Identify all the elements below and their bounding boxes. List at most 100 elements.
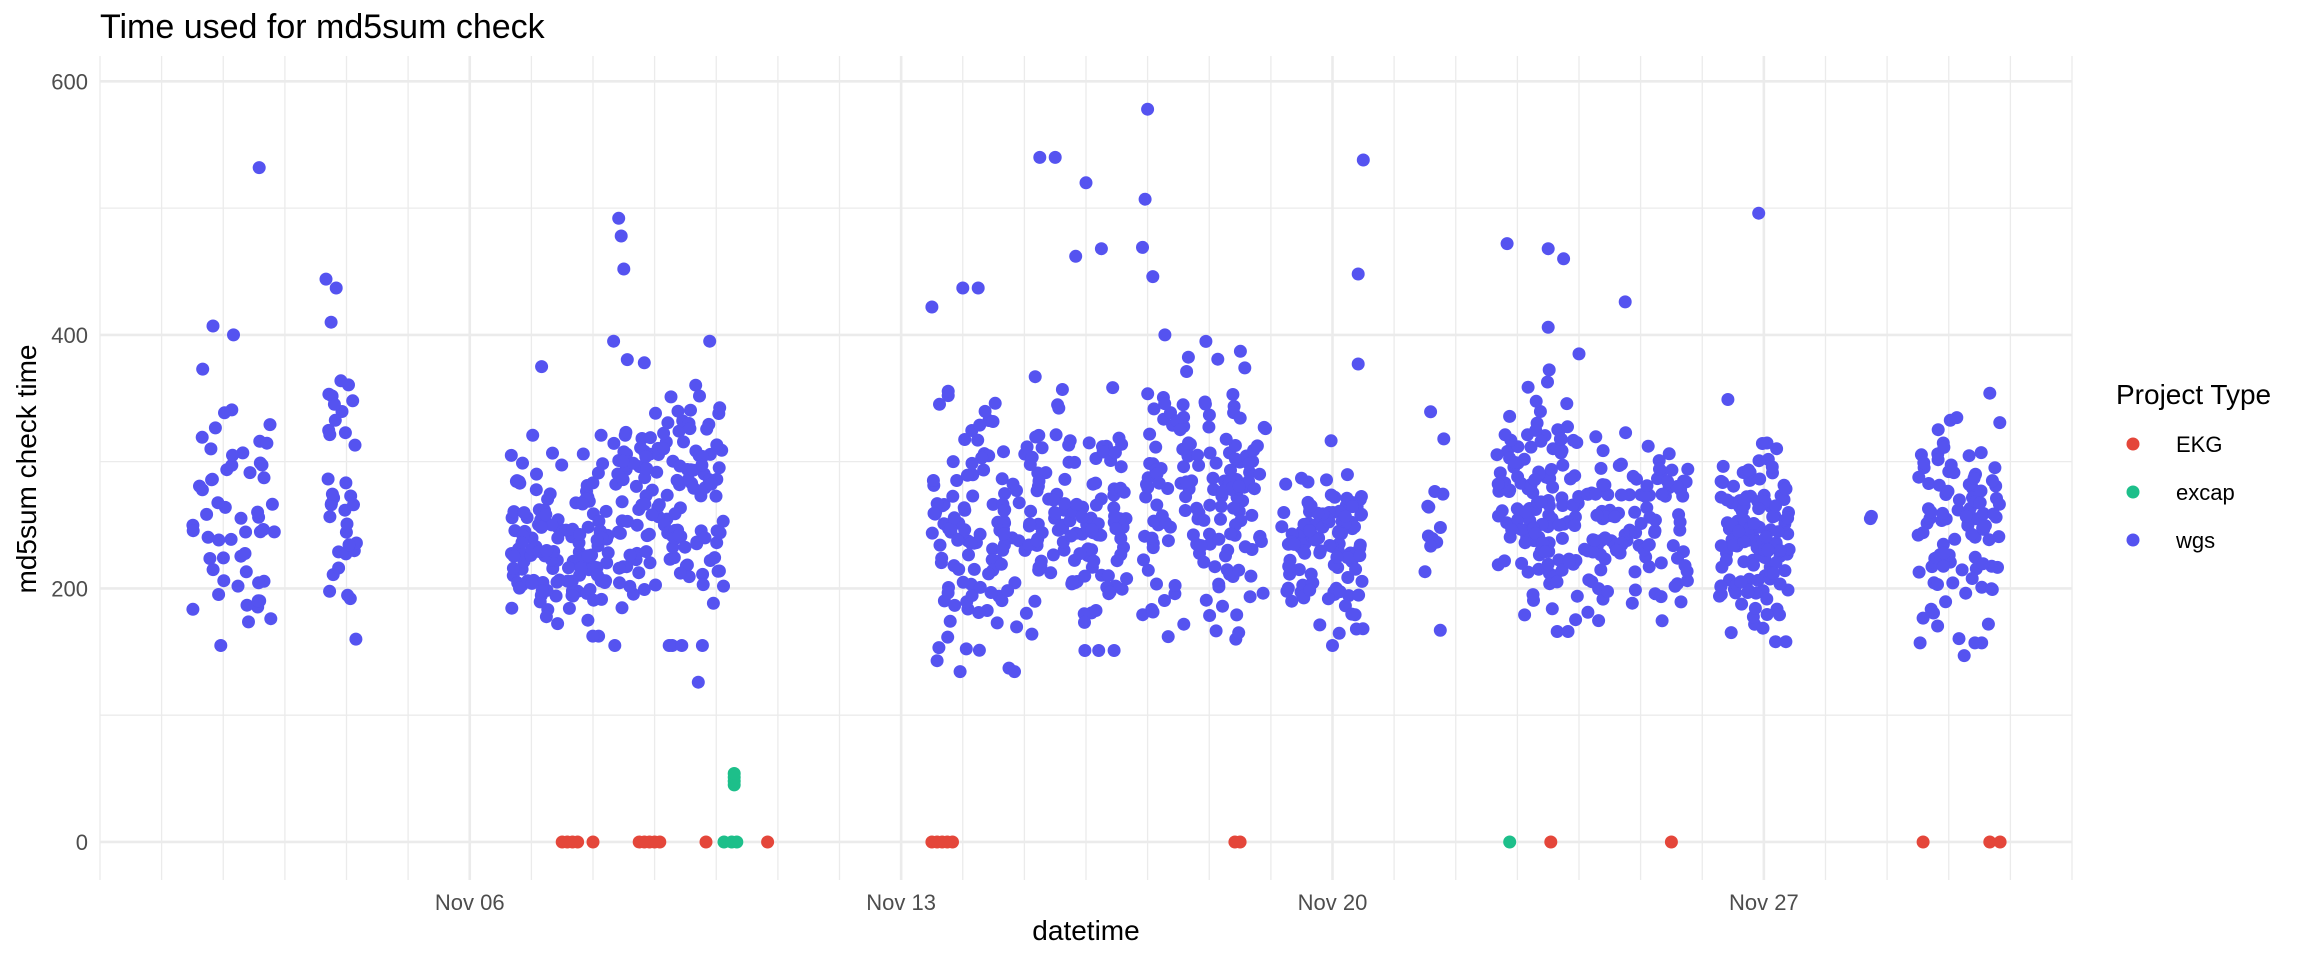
point-wgs	[617, 262, 631, 276]
point-wgs	[1203, 609, 1217, 622]
point-wgs	[1491, 477, 1505, 491]
point-wgs	[956, 575, 970, 589]
point-wgs	[975, 451, 989, 465]
point-wgs	[948, 598, 962, 612]
point-wgs	[675, 639, 689, 652]
point-wgs	[1346, 500, 1359, 514]
point-wgs	[1211, 352, 1225, 366]
point-excap	[730, 835, 744, 849]
point-wgs	[581, 613, 595, 627]
point-wgs	[1158, 328, 1172, 342]
point-wgs	[1078, 569, 1092, 583]
point-wgs	[1528, 526, 1542, 540]
point-wgs	[234, 511, 248, 525]
point-wgs	[583, 583, 597, 596]
point-wgs	[328, 413, 342, 427]
point-wgs	[256, 523, 270, 536]
point-wgs	[195, 430, 209, 444]
point-wgs	[960, 468, 974, 482]
point-wgs	[1141, 102, 1155, 116]
point-wgs	[507, 549, 521, 563]
point-wgs	[941, 384, 955, 398]
point-wgs	[236, 446, 250, 460]
point-wgs	[1592, 614, 1606, 628]
point-wgs	[264, 612, 278, 626]
point-wgs	[1107, 644, 1121, 657]
point-wgs	[525, 576, 539, 590]
point-wgs	[346, 394, 360, 408]
point-wgs	[1277, 506, 1291, 519]
point-wgs	[1773, 577, 1787, 591]
point-wgs	[964, 536, 978, 550]
point-wgs	[1642, 560, 1656, 574]
point-wgs	[587, 593, 601, 607]
point-wgs	[601, 546, 615, 560]
point-wgs	[323, 510, 337, 524]
point-wgs	[1247, 482, 1261, 496]
point-wgs	[1755, 437, 1769, 450]
point-wgs	[338, 426, 352, 440]
point-wgs	[1524, 440, 1538, 454]
point-wgs	[515, 536, 529, 549]
point-wgs	[1931, 619, 1945, 633]
point-wgs	[1770, 442, 1784, 456]
point-wgs	[1028, 370, 1042, 384]
point-wgs	[1012, 496, 1026, 510]
point-wgs	[267, 525, 281, 539]
point-wgs	[1769, 556, 1783, 570]
point-wgs	[626, 456, 640, 470]
legend-key-ekg	[2126, 437, 2140, 451]
point-wgs	[630, 518, 644, 532]
point-wgs	[1752, 206, 1766, 220]
point-wgs	[1168, 579, 1182, 592]
point-wgs	[672, 529, 686, 543]
point-wgs	[224, 532, 238, 546]
point-wgs	[329, 281, 343, 295]
point-wgs	[637, 583, 651, 596]
point-wgs	[576, 447, 590, 461]
point-wgs	[1668, 579, 1682, 593]
point-wgs	[1250, 439, 1264, 453]
y-axis-title: md5sum check time	[11, 345, 42, 594]
point-wgs	[1023, 517, 1037, 531]
point-wgs	[616, 454, 630, 468]
x-axis-title: datetime	[1032, 915, 1139, 946]
point-wgs	[562, 601, 576, 615]
point-wgs	[1608, 510, 1622, 524]
point-wgs	[1747, 558, 1760, 572]
point-wgs	[1553, 432, 1567, 446]
point-wgs	[323, 584, 337, 598]
point-wgs	[212, 588, 226, 601]
point-wgs	[1331, 526, 1345, 540]
point-wgs	[240, 598, 254, 612]
point-wgs	[1161, 534, 1175, 548]
point-wgs	[1500, 237, 1514, 251]
point-wgs	[1349, 562, 1363, 576]
x-tick-label: Nov 06	[435, 890, 505, 915]
point-wgs	[1030, 534, 1044, 548]
point-wgs	[1101, 569, 1115, 583]
point-wgs	[1025, 627, 1039, 641]
point-wgs	[1356, 153, 1370, 167]
point-wgs	[206, 563, 220, 577]
point-wgs	[1275, 520, 1289, 534]
point-wgs	[1560, 397, 1574, 411]
point-wgs	[1238, 540, 1252, 554]
point-wgs	[1010, 484, 1023, 497]
legend: Project Type EKG excap wgs	[2116, 379, 2271, 553]
point-wgs	[1952, 493, 1966, 507]
point-wgs	[574, 561, 588, 575]
point-wgs	[534, 520, 548, 534]
point-wgs	[971, 433, 985, 447]
point-wgs	[1626, 469, 1640, 483]
point-wgs	[926, 474, 940, 487]
point-wgs	[1332, 626, 1346, 640]
point-wgs	[617, 445, 631, 459]
grid-layer	[99, 56, 2073, 880]
point-wgs	[1629, 526, 1643, 540]
point-wgs	[562, 561, 575, 575]
point-wgs	[1944, 458, 1958, 472]
y-tick-label: 600	[51, 69, 88, 94]
point-wgs	[1534, 495, 1548, 509]
point-wgs	[1490, 448, 1504, 462]
